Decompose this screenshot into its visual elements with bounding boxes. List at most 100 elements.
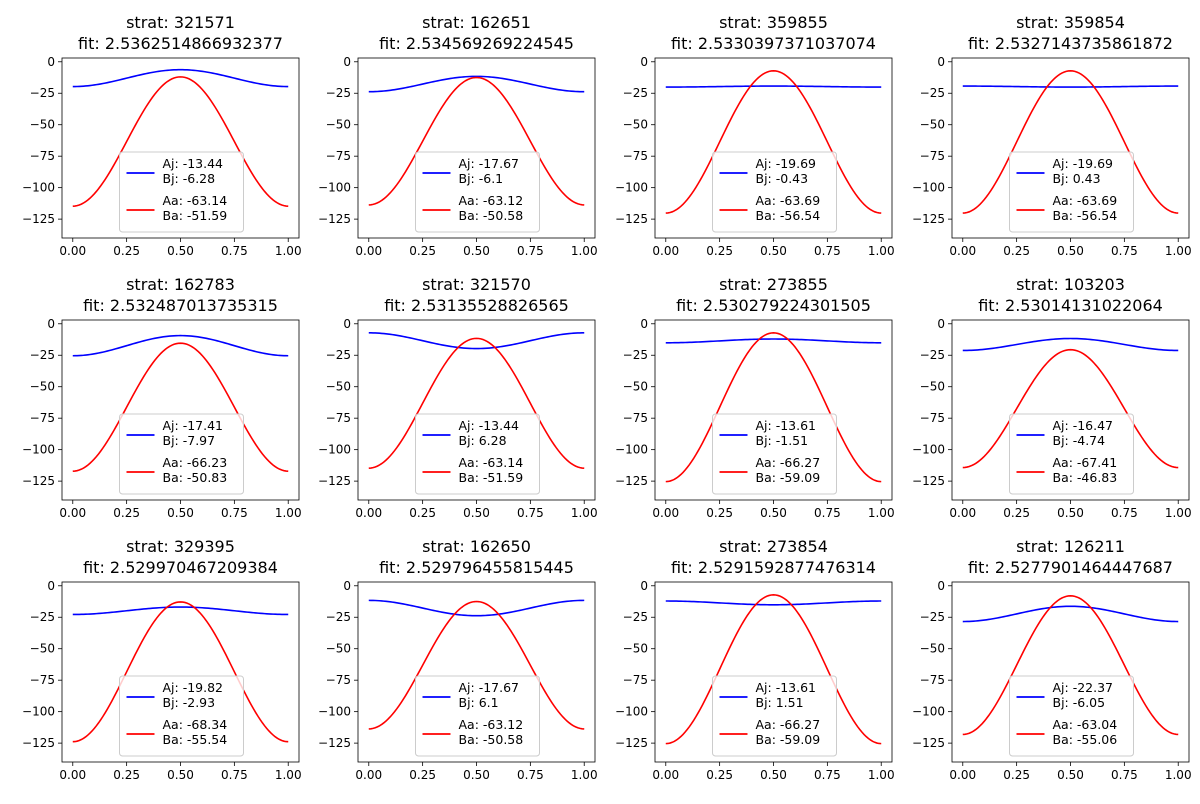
legend-box [1009,413,1134,495]
subplot-fit-label: fit: 2.5291592877476314 [671,558,876,577]
subplot: strat: 273855 fit: 2.530279224301505 0.00 0… [615,275,895,520]
series-line [962,70,1179,214]
y-tick-label: −25 [326,86,351,100]
legend-label: Aa: -66.23 [163,455,228,470]
x-tick-label: 1.00 [1165,506,1192,520]
legend-box [119,151,244,233]
series-line [962,348,1179,469]
legend-label: Aa: -63.14 [459,455,524,470]
y-tick-label: −125 [912,212,945,226]
x-tick-label: 0.25 [113,244,140,258]
x-tick-label: 0.25 [706,244,733,258]
y-tick-label: −50 [623,118,648,132]
series-line [72,342,289,472]
subplot-title: strat: 273855 [719,275,828,294]
x-tick-label: 0.25 [409,506,436,520]
y-tick-label: −100 [22,443,55,457]
legend-label: Ba: -50.58 [459,208,524,223]
series-line [72,68,289,88]
y-tick-label: −25 [920,86,945,100]
y-tick-label: 0 [937,317,945,331]
legend-label: Bj: -6.05 [1053,695,1106,710]
x-tick-label: 0.25 [1003,506,1030,520]
subplot-fit-label: fit: 2.530279224301505 [676,296,871,315]
subplot-title: strat: 162650 [422,537,531,556]
subplot: strat: 103203 fit: 2.53014131022064 0.00 0.… [912,275,1192,520]
subplot-title: strat: 359854 [1016,13,1125,32]
series-line [962,595,1179,736]
x-tick-label: 0.00 [59,768,86,782]
subplot: strat: 126211 fit: 2.5277901464447687 0.00… [912,537,1192,782]
x-tick-label: 1.00 [1165,244,1192,258]
y-tick-label: −25 [623,86,648,100]
legend-label: Bj: -6.28 [163,171,216,186]
series-line [368,600,585,730]
legend-label: Aj: -13.61 [756,418,817,433]
subplot-title: strat: 103203 [1016,275,1125,294]
x-tick-label: 0.25 [706,506,733,520]
series-line [665,594,882,745]
legend-label: Ba: -56.54 [756,208,821,223]
y-tick-label: −25 [623,348,648,362]
x-tick-label: 1.00 [571,506,598,520]
x-tick-label: 0.00 [355,768,382,782]
legend-label: Ba: -55.06 [1053,732,1118,747]
x-tick-label: 0.00 [59,244,86,258]
legend-label: Ba: -59.09 [756,732,821,747]
legend-box [415,413,540,495]
legend-label: Aa: -63.69 [756,193,821,208]
legend-label: Bj: 0.43 [1053,171,1101,186]
x-tick-label: 0.00 [355,244,382,258]
legend-box [415,675,540,757]
x-tick-label: 0.50 [167,768,194,782]
y-tick-label: −100 [912,181,945,195]
series-line [665,332,882,483]
x-tick-label: 1.00 [275,244,302,258]
legend-label: Aj: -19.69 [756,156,817,171]
subplot-fit-label: fit: 2.529796455815445 [379,558,574,577]
legend-label: Ba: -59.09 [756,470,821,485]
y-tick-label: −125 [615,474,648,488]
legend-label: Bj: -1.51 [756,433,809,448]
series-line [962,85,1179,88]
subplot-title: strat: 329395 [126,537,235,556]
y-tick-label: −50 [30,380,55,394]
y-tick-label: −100 [615,705,648,719]
x-tick-label: 0.75 [814,244,841,258]
series-line [72,76,289,207]
subplot-fit-label: fit: 2.5327143735861872 [968,34,1173,53]
y-tick-label: −50 [623,642,648,656]
x-tick-label: 1.00 [275,506,302,520]
y-tick-label: 0 [47,317,55,331]
series-line [665,600,882,606]
legend-label: Ba: -50.83 [163,470,228,485]
series-line [72,334,289,357]
x-tick-label: 0.25 [706,768,733,782]
legend-label: Ba: -51.59 [459,470,524,485]
x-tick-label: 0.00 [59,506,86,520]
legend-box [712,413,837,495]
y-tick-label: 0 [343,579,351,593]
legend-label: Ba: -51.59 [163,208,228,223]
subplot-title: strat: 162651 [422,13,531,32]
y-tick-label: −25 [30,610,55,624]
subplot-fit-label: fit: 2.534569269224545 [379,34,574,53]
subplot-fit-label: fit: 2.5362514866932377 [78,34,283,53]
legend-label: Aa: -63.14 [163,193,228,208]
y-tick-label: −125 [615,212,648,226]
x-tick-label: 0.75 [221,506,248,520]
legend-label: Aj: -17.41 [163,418,224,433]
legend-box [119,413,244,495]
x-tick-label: 0.75 [517,768,544,782]
x-tick-label: 0.50 [760,768,787,782]
y-tick-label: −50 [30,118,55,132]
subplot: strat: 273854 fit: 2.5291592877476314 0.00… [615,537,895,782]
x-tick-label: 0.25 [409,244,436,258]
legend-label: Bj: 6.1 [459,695,499,710]
legend-label: Aj: -17.67 [459,156,520,171]
y-tick-label: −125 [912,474,945,488]
subplot: strat: 329395 fit: 2.529970467209384 0.00 0… [22,537,302,782]
legend-label: Aj: -22.37 [1053,680,1114,695]
